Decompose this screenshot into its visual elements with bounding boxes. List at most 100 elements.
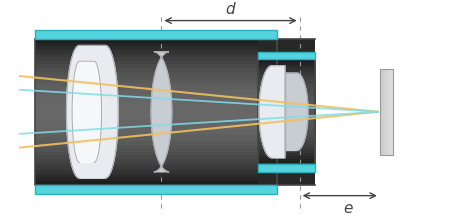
Bar [258,124,315,128]
Bar [258,59,315,164]
Bar [35,129,277,134]
Bar [258,69,315,72]
Bar [258,59,315,62]
Bar [258,159,315,162]
Bar [258,93,315,96]
Text: $e$: $e$ [343,201,354,216]
Bar [258,127,315,130]
Bar [258,98,315,101]
Bar [35,122,277,126]
Bar [258,85,315,88]
Bar [35,82,277,86]
Bar [35,39,277,185]
Bar [35,68,277,72]
Bar [390,68,392,155]
Bar [258,164,315,185]
Bar [35,137,277,141]
Bar [258,140,315,143]
Bar [258,106,315,109]
Bar [35,79,277,83]
Bar [35,173,277,177]
Bar [258,145,315,149]
Bar [258,90,315,94]
Bar [380,68,381,155]
Bar [35,97,277,101]
Bar [258,119,315,122]
Bar [35,159,277,163]
Polygon shape [151,52,172,172]
Bar [35,166,277,170]
Bar [258,72,315,75]
Bar [35,53,277,57]
Bar [35,170,277,174]
Bar [258,75,315,78]
Bar [35,104,277,108]
Bar [35,148,277,152]
Bar [258,101,315,104]
Bar [35,90,277,94]
Bar [258,117,315,120]
Bar [258,164,315,172]
Bar [35,75,277,79]
Bar [35,181,277,185]
Bar [35,177,277,181]
Bar [35,93,277,97]
Bar [35,49,277,54]
Bar [258,132,315,135]
Bar [35,42,277,46]
Bar [258,148,315,151]
Bar [381,68,383,155]
Bar [258,39,315,59]
Bar [380,68,393,155]
Bar [35,151,277,155]
Bar [392,68,393,155]
Bar [258,109,315,112]
Bar [258,111,315,114]
Bar [258,52,315,59]
Bar [258,143,315,146]
Bar [35,86,277,90]
Bar [385,68,386,155]
Bar [35,71,277,75]
Polygon shape [66,46,118,178]
Bar [389,68,390,155]
Polygon shape [259,66,285,158]
Bar [258,64,315,67]
Bar [258,114,315,117]
Bar [35,115,277,119]
Bar [258,67,315,70]
Bar [258,61,315,65]
Bar [35,144,277,148]
Bar [35,162,277,166]
Polygon shape [286,73,308,150]
Bar [258,130,315,133]
Bar [388,68,389,155]
Bar [35,155,277,159]
Bar [258,88,315,91]
Bar [35,46,277,50]
Bar [383,68,385,155]
Bar [35,185,277,194]
Bar [35,133,277,137]
Bar [258,77,315,80]
Bar [35,119,277,123]
Text: $d$: $d$ [225,1,237,17]
Bar [35,60,277,65]
Polygon shape [72,61,101,162]
Bar [258,138,315,141]
Bar [35,111,277,116]
Bar [35,126,277,130]
Bar [258,82,315,85]
Bar [258,104,315,107]
Bar [35,30,277,39]
Bar [35,100,277,105]
Bar [258,135,315,138]
Bar [35,64,277,68]
Bar [258,161,315,164]
Bar [386,68,388,155]
Bar [258,96,315,99]
Bar [35,108,277,112]
Bar [35,39,277,43]
Bar [258,153,315,157]
Bar [35,140,277,145]
